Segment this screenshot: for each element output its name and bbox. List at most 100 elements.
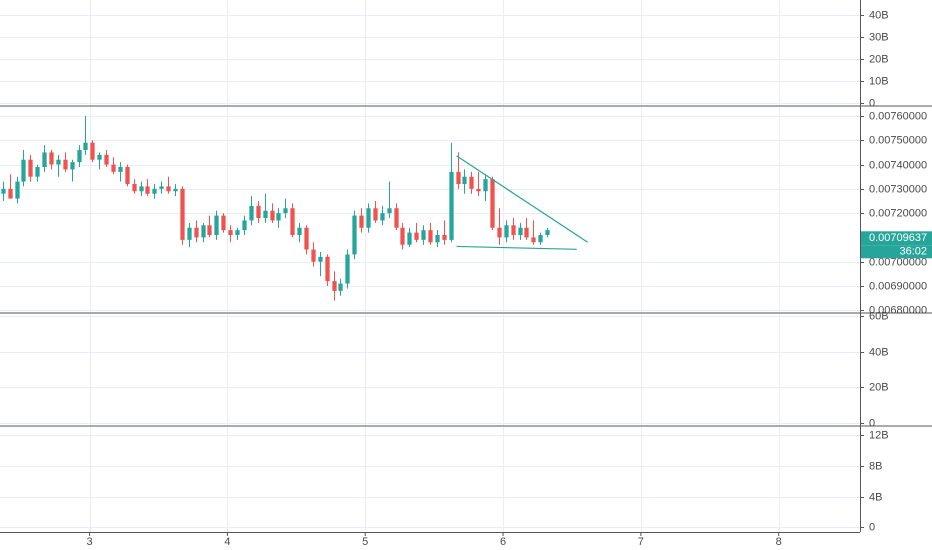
candle-body bbox=[456, 171, 461, 184]
candle-body bbox=[152, 188, 157, 194]
y-tick-label: 12B bbox=[869, 429, 889, 441]
candle-body bbox=[180, 188, 185, 240]
candle-body bbox=[173, 188, 178, 192]
candle-body bbox=[1, 188, 6, 194]
y-tick-label: 0.00750000 bbox=[869, 134, 927, 146]
candle-body bbox=[332, 281, 337, 291]
candle-body bbox=[207, 225, 212, 236]
candle-body bbox=[270, 210, 275, 221]
candle-body bbox=[545, 230, 550, 236]
candle-body bbox=[97, 154, 102, 160]
candle-body bbox=[35, 166, 40, 177]
candle-body bbox=[249, 205, 254, 221]
x-tick-label: 5 bbox=[362, 536, 368, 548]
y-tick-label: 0.00680000 bbox=[869, 304, 927, 316]
candle-body bbox=[104, 154, 109, 165]
candle-body bbox=[77, 149, 82, 163]
x-tick-label: 4 bbox=[224, 536, 230, 548]
candle-body bbox=[538, 235, 543, 243]
candle-body bbox=[518, 227, 523, 236]
y-tick-label: 8B bbox=[869, 460, 882, 472]
candle-body bbox=[70, 162, 75, 170]
candle-body bbox=[228, 230, 233, 236]
y-tick-label: 4B bbox=[869, 491, 882, 503]
candle-body bbox=[497, 227, 502, 238]
candle-body bbox=[414, 232, 419, 240]
candle-body bbox=[166, 186, 171, 192]
candle-body bbox=[194, 227, 199, 238]
candle-body bbox=[490, 179, 495, 228]
candle-body bbox=[338, 283, 343, 291]
candle-body bbox=[28, 159, 33, 177]
x-tick-label: 8 bbox=[776, 536, 782, 548]
candle-body bbox=[449, 171, 454, 240]
candle-body bbox=[318, 256, 323, 262]
candle-body bbox=[221, 215, 226, 231]
trend-line bbox=[456, 155, 588, 243]
candle-body bbox=[63, 159, 68, 170]
candle-body bbox=[15, 181, 20, 199]
candle-body bbox=[8, 188, 13, 199]
y-tick-label: 0 bbox=[869, 417, 875, 429]
last-price-box bbox=[861, 231, 932, 246]
candle-body bbox=[394, 208, 399, 228]
candle-body bbox=[49, 152, 54, 165]
y-tick-label: 40B bbox=[869, 346, 889, 358]
countdown-label: 36:02 bbox=[899, 246, 927, 258]
y-tick-label: 0.00730000 bbox=[869, 183, 927, 195]
candle-body bbox=[345, 254, 350, 284]
candle-body bbox=[387, 208, 392, 214]
candle-body bbox=[132, 183, 137, 192]
candle-body bbox=[290, 208, 295, 236]
y-tick-label: 10B bbox=[869, 75, 889, 87]
candle-body bbox=[56, 159, 61, 165]
candle-body bbox=[524, 227, 529, 238]
candle-body bbox=[145, 186, 150, 194]
y-tick-label: 20B bbox=[869, 53, 889, 65]
candle-body bbox=[263, 210, 268, 219]
candle-body bbox=[304, 227, 309, 250]
candle-body bbox=[504, 225, 509, 238]
candle-body bbox=[352, 215, 357, 255]
candle-body bbox=[366, 208, 371, 228]
candle-body bbox=[297, 227, 302, 236]
candle-body bbox=[256, 205, 261, 219]
candle-body bbox=[380, 213, 385, 221]
x-tick-label: 6 bbox=[500, 536, 506, 548]
candle-body bbox=[359, 215, 364, 228]
last-price-label: 0.00709637 bbox=[869, 232, 927, 244]
y-tick-label: 60B bbox=[869, 310, 889, 322]
candle-body bbox=[325, 256, 330, 282]
x-tick-label: 3 bbox=[87, 536, 93, 548]
y-tick-label: 0.00700000 bbox=[869, 256, 927, 268]
candle-body bbox=[242, 220, 247, 231]
candle-body bbox=[469, 176, 474, 189]
y-tick-label: 0.00720000 bbox=[869, 207, 927, 219]
candle-body bbox=[283, 208, 288, 214]
candle-body bbox=[187, 227, 192, 240]
candle-body bbox=[435, 235, 440, 243]
candle-body bbox=[139, 186, 144, 192]
y-tick-label: 0.00740000 bbox=[869, 159, 927, 171]
candle-body bbox=[400, 227, 405, 245]
candle-body bbox=[42, 152, 47, 167]
y-tick-label: 40B bbox=[869, 9, 889, 21]
candle-body bbox=[83, 142, 88, 150]
y-tick-label: 0.00760000 bbox=[869, 110, 927, 122]
candle-body bbox=[201, 225, 206, 238]
countdown-box bbox=[861, 245, 932, 259]
candle-body bbox=[407, 232, 412, 245]
candle-body bbox=[21, 159, 26, 182]
y-tick-label: 0 bbox=[869, 97, 875, 109]
candle-body bbox=[235, 230, 240, 236]
candle-body bbox=[442, 235, 447, 240]
candle-body bbox=[476, 188, 481, 192]
candle-body bbox=[462, 176, 467, 184]
candle-body bbox=[483, 179, 488, 192]
y-tick-label: 20B bbox=[869, 381, 889, 393]
candle-body bbox=[421, 230, 426, 240]
candle-body bbox=[125, 166, 130, 184]
candle-body bbox=[276, 213, 281, 221]
